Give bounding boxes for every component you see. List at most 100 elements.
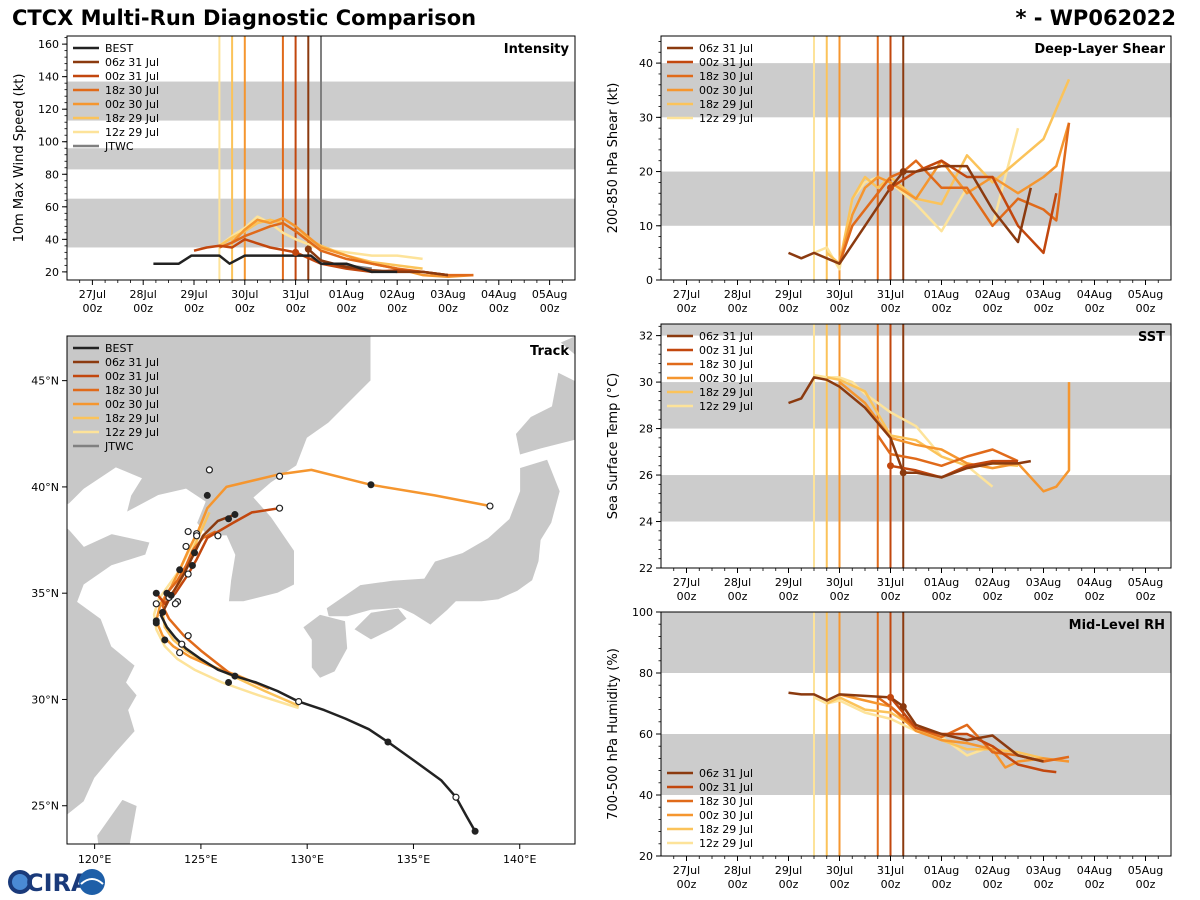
y-tick-label: 30 — [639, 376, 653, 389]
legend-label: JTWC — [104, 440, 134, 453]
track-point-filled — [152, 619, 160, 627]
x-tick-label: 04Aug — [481, 288, 516, 301]
series-00z-31-jul — [889, 696, 1057, 774]
x-tick-label: 00z — [1136, 590, 1156, 603]
legend-label: 00z 30 Jul — [699, 84, 753, 97]
x-tick-label: 00z — [235, 302, 255, 315]
legend-label: 12z 29 Jul — [105, 126, 159, 139]
track-point-filled — [225, 678, 233, 686]
track-point-filled — [159, 608, 167, 616]
series-best — [153, 254, 398, 274]
run-init-marker — [899, 168, 907, 176]
legend-label: 18z 29 Jul — [699, 98, 753, 111]
x-tick-label: 00z — [1085, 878, 1105, 891]
y-tick-label: 0 — [646, 274, 653, 287]
x-tick-label: 00z — [1085, 302, 1105, 315]
x-tick-label: 28Jul — [724, 288, 751, 301]
panel-track: 120°E 125°E 130°E 135°E 140°E 25°N 30°N 35°N 40°… — [31, 335, 576, 866]
x-tick-label: 30Jul — [826, 288, 853, 301]
track-point-open — [176, 649, 184, 657]
track-series — [152, 466, 494, 835]
x-tick-label: 00z — [830, 302, 850, 315]
x-tick-label: 28Jul — [724, 576, 751, 589]
track-point-open — [152, 600, 160, 608]
track-point-open — [184, 527, 192, 536]
panel-shear: 01020304027Jul00z28Jul00z29Jul00z30Jul00… — [606, 35, 1172, 315]
axes-frame — [66, 335, 576, 845]
series-18z-30-jul — [876, 434, 1019, 468]
series-group — [788, 78, 1071, 271]
run-init-marker — [899, 703, 907, 711]
x-tick-label: 05Aug — [1128, 576, 1163, 589]
x-tick-label: 02Aug — [379, 288, 414, 301]
y-tick-label: 32 — [639, 330, 653, 343]
y-tick-label: 26 — [639, 469, 653, 482]
y-tick-label: 20 — [639, 850, 653, 863]
x-tick-label: 00z — [779, 590, 799, 603]
series-18z-30-jul — [838, 122, 1071, 265]
figure-title: CTCX Multi-Run Diagnostic Comparison — [12, 6, 477, 30]
track-point-open — [182, 542, 190, 551]
y-tick-label: 60 — [45, 201, 59, 214]
land-group — [67, 336, 575, 844]
y-axis-label: 700-500 hPa Humidity (%) — [606, 648, 621, 820]
track-point-open — [275, 504, 284, 512]
x-tick-label: 02Aug — [975, 576, 1010, 589]
y-tick-label: 120 — [38, 103, 59, 116]
legend-label: 18z 29 Jul — [105, 412, 159, 425]
x-tick-label: 00z — [184, 302, 204, 315]
x-tick-label: 00z — [932, 590, 952, 603]
x-tick-label: 03Aug — [1026, 576, 1061, 589]
x-tick-label: 00z — [1034, 590, 1054, 603]
run-init-marker — [887, 462, 894, 470]
x-tick-label: 01Aug — [924, 288, 959, 301]
x-tick-label: 135°E — [397, 853, 430, 866]
x-tick-label: 31Jul — [282, 288, 309, 301]
x-tick-label: 00z — [83, 302, 103, 315]
legend-label: 00z 31 Jul — [699, 344, 753, 357]
x-tick-label: 05Aug — [532, 288, 567, 301]
track-point-open — [193, 532, 201, 540]
legend-label: 00z 30 Jul — [699, 809, 753, 822]
series-00z-30-jul — [839, 693, 1070, 769]
x-tick-label: 04Aug — [1077, 288, 1112, 301]
land-honshu — [325, 458, 561, 626]
track-point-open — [171, 600, 180, 608]
legend-label: 06z 31 Jul — [105, 56, 159, 69]
cira-logo: CIRA — [8, 869, 105, 897]
series-group — [788, 691, 1070, 774]
land-shikoku — [353, 607, 408, 641]
x-tick-label: 125°E — [184, 853, 217, 866]
x-tick-label: 140°E — [503, 853, 536, 866]
y-tick-label: 160 — [38, 38, 59, 51]
series-18z-29-jul — [826, 696, 1044, 760]
x-tick-label: 03Aug — [1026, 288, 1061, 301]
series-06z-31-jul — [788, 376, 1032, 479]
legend-label: 00z 31 Jul — [699, 781, 753, 794]
x-tick-label: 27Jul — [673, 864, 700, 877]
track-point-open — [295, 697, 303, 706]
legend-label: 00z 30 Jul — [105, 98, 159, 111]
x-tick-label: 02Aug — [975, 288, 1010, 301]
land-sakhalin — [559, 336, 575, 356]
track-point-filled — [367, 481, 375, 489]
x-tick-label: 01Aug — [924, 576, 959, 589]
track-point-open — [184, 632, 192, 640]
x-tick-label: 30Jul — [231, 288, 258, 301]
track-point-filled — [231, 511, 239, 519]
x-tick-label: 29Jul — [775, 288, 802, 301]
x-tick-label: 31Jul — [877, 288, 904, 301]
x-tick-label: 29Jul — [775, 576, 802, 589]
legend-label: 06z 31 Jul — [699, 330, 753, 343]
y-tick-label: 22 — [639, 562, 653, 575]
land-hokkaido — [515, 371, 575, 456]
land-asia-north — [67, 336, 372, 603]
track-point-open — [205, 466, 214, 474]
panel-intensity: 2040608010012014016027Jul00z28Jul00z29Ju… — [12, 35, 576, 315]
legend-label: 18z 30 Jul — [105, 384, 159, 397]
panel-sst: 22242628303227Jul00z28Jul00z29Jul00z30Ju… — [606, 323, 1172, 603]
series-group — [788, 373, 1071, 493]
x-tick-label: 00z — [881, 878, 901, 891]
x-tick-label: 00z — [489, 302, 509, 315]
x-tick-label: 00z — [1085, 590, 1105, 603]
